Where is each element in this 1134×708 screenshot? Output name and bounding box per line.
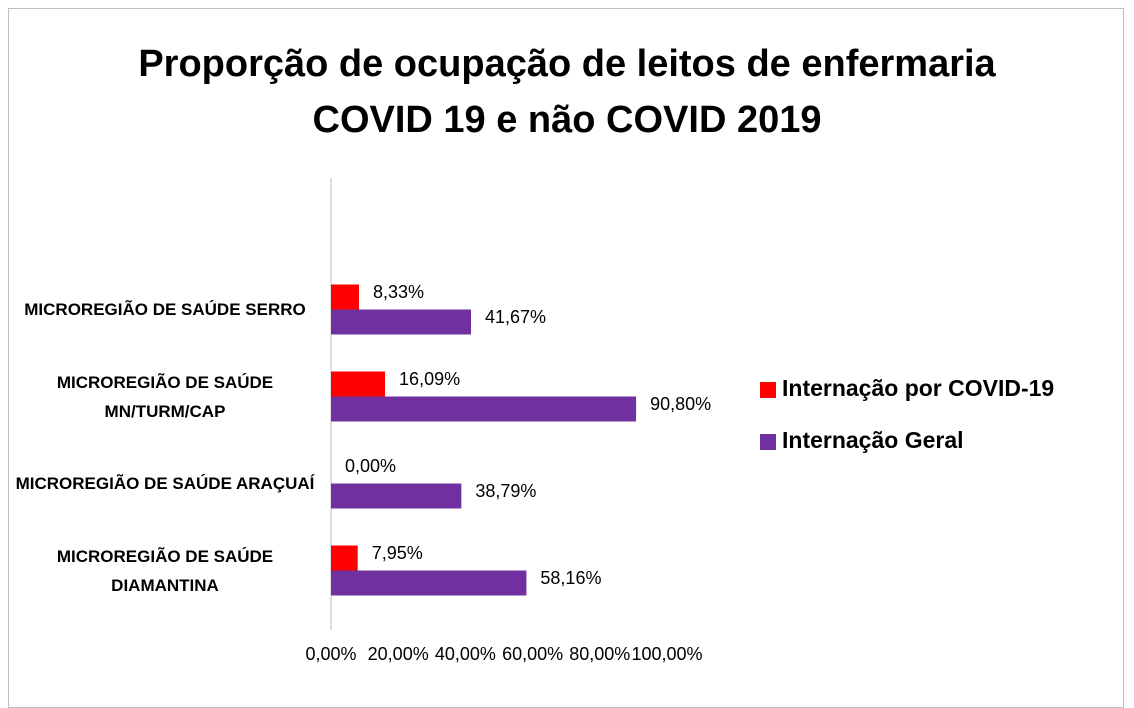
data-label: 8,33% <box>373 282 424 302</box>
data-label: 16,09% <box>399 369 460 389</box>
y-tick-label: MICROREGIÃO DE SAÚDE ARAÇUAÍ <box>15 474 315 493</box>
data-label: 7,95% <box>372 543 423 563</box>
x-tick-label: 100,00% <box>631 644 702 664</box>
data-label: 90,80% <box>650 394 711 414</box>
y-tick-label: MICROREGIÃO DE SAÚDE DIAMANTINA <box>56 546 274 595</box>
legend-swatch <box>760 434 776 450</box>
y-tick-label: MICROREGIÃO DE SAÚDE SERRO <box>24 300 306 319</box>
x-tick-label: 0,00% <box>305 644 356 664</box>
data-label: 41,67% <box>485 307 546 327</box>
chart-title: Proporção de ocupação de leitos de enfer… <box>138 43 996 141</box>
x-tick-label: 40,00% <box>435 644 496 664</box>
chart: 0,00% 20,00% 40,00% 60,00% 80,00% 100,00% 8,33… <box>305 178 1054 664</box>
x-tick-label: 20,00% <box>368 644 429 664</box>
y-tick-label: MICROREGIÃO DE SAÚDE MN/TURM/CAP <box>56 372 274 421</box>
legend-swatch <box>760 382 776 398</box>
x-tick-label: 60,00% <box>502 644 563 664</box>
bar <box>331 284 359 310</box>
bar <box>331 309 472 335</box>
legend-label: Internação Geral <box>782 427 964 453</box>
x-tick-label: 80,00% <box>569 644 630 664</box>
bar <box>331 545 358 571</box>
data-label: 0,00% <box>345 456 396 476</box>
data-label: 58,16% <box>540 568 601 588</box>
bar <box>331 570 527 596</box>
chart-container: Proporção de ocupação de leitos de enfer… <box>8 8 1124 708</box>
legend-label: Internação por COVID-19 <box>782 375 1054 401</box>
bar <box>331 483 462 509</box>
bar <box>331 396 637 422</box>
bar <box>331 371 386 397</box>
data-label: 38,79% <box>475 481 536 501</box>
